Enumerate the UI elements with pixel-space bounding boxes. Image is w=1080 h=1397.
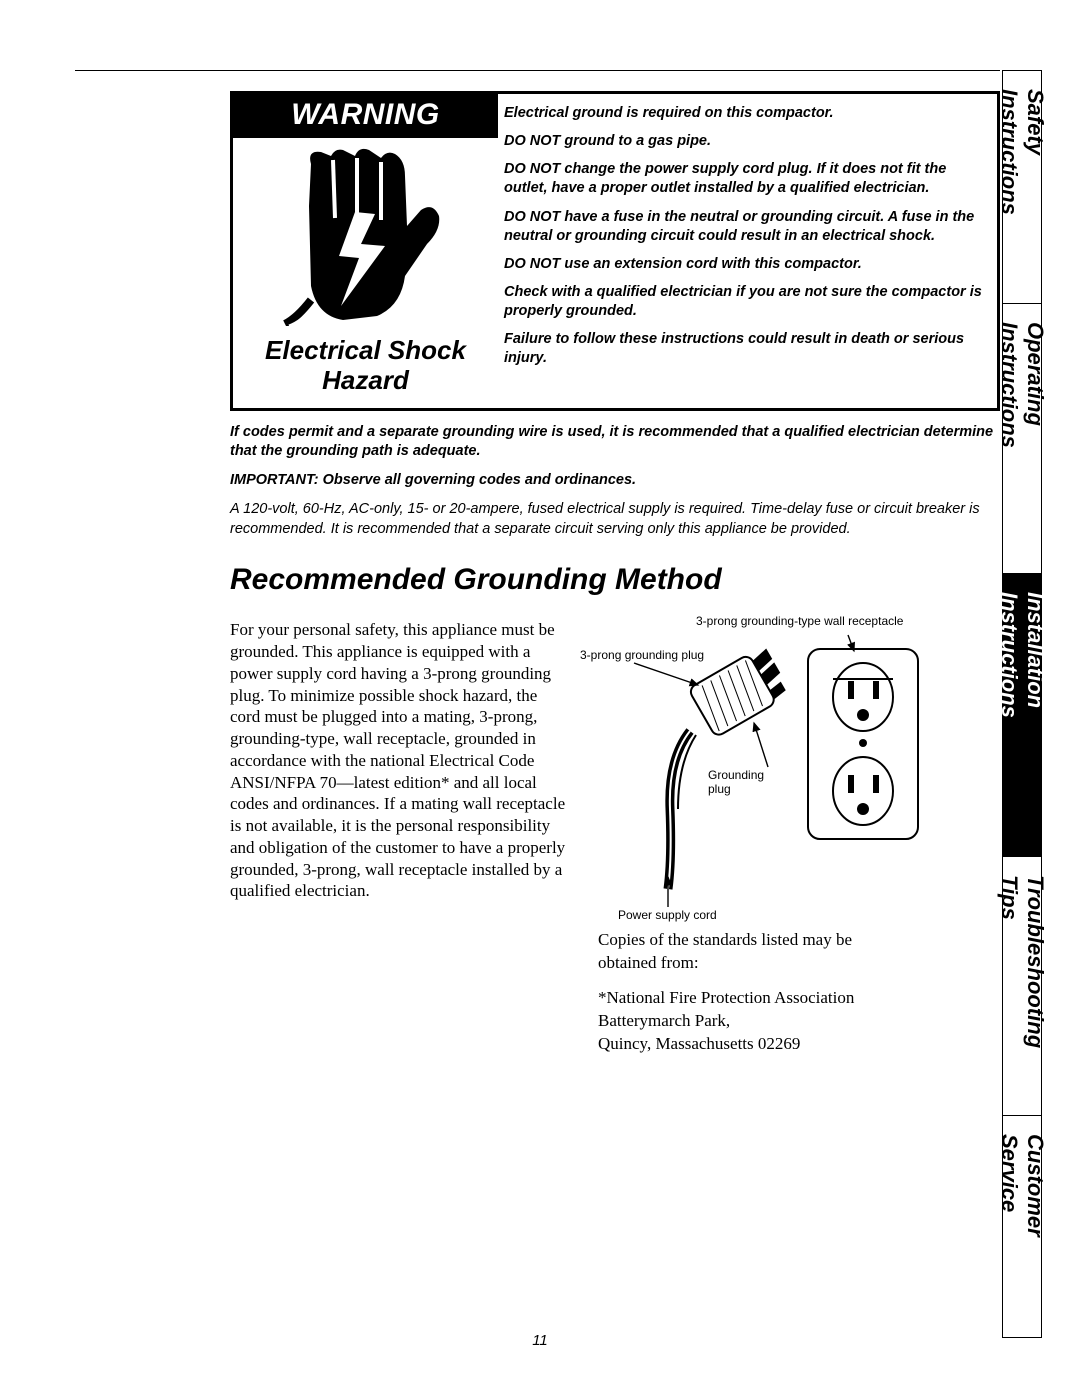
- copies-intro: Copies of the standards listed may be ob…: [598, 929, 868, 975]
- below-p1: If codes permit and a separate grounding…: [230, 423, 1000, 461]
- addr-l1: *National Fire Protection Association: [598, 988, 854, 1007]
- tab-customer-service[interactable]: Customer Service: [1002, 1115, 1042, 1338]
- fig-label-receptacle: 3-prong grounding-type wall receptacle: [696, 615, 903, 629]
- hazard-title: Electrical Shock Hazard: [245, 336, 486, 396]
- side-tabs: Safety Instructions Operating Instructio…: [1002, 70, 1042, 1337]
- below-p2: IMPORTANT: Observe all governing codes a…: [230, 471, 1000, 490]
- below-warning-notes: If codes permit and a separate grounding…: [230, 423, 1000, 490]
- page-root: WARNING Electrical Shock: [0, 0, 1080, 1397]
- warning-box: WARNING Electrical Shock: [230, 91, 1000, 411]
- fig-label-grounding-plug: Grounding plug: [708, 769, 764, 797]
- supply-note: A 120-volt, 60-Hz, AC-only, 15- or 20-am…: [230, 500, 1000, 539]
- page-number: 11: [0, 1332, 1080, 1349]
- warning-p1: Electrical ground is required on this co…: [504, 104, 983, 123]
- tab-safety[interactable]: Safety Instructions: [1002, 70, 1042, 304]
- warning-p4: DO NOT have a fuse in the neutral or gro…: [504, 208, 983, 246]
- grounding-section: For your personal safety, this appliance…: [230, 619, 1000, 1068]
- warning-p5: DO NOT use an extension cord with this c…: [504, 255, 983, 274]
- fig-label-plug: 3-prong grounding plug: [580, 649, 720, 663]
- warning-p6: Check with a qualified electrician if yo…: [504, 283, 983, 321]
- warning-banner: WARNING: [233, 94, 498, 138]
- tab-installation[interactable]: Installation Instructions: [1002, 573, 1042, 857]
- fig-gp-l1: Grounding: [708, 768, 764, 782]
- warning-p7: Failure to follow these instructions cou…: [504, 330, 983, 368]
- addr-l3: Quincy, Massachusetts 02269: [598, 1034, 800, 1053]
- addr-l2: Batterymarch Park,: [598, 1011, 730, 1030]
- grounding-body: For your personal safety, this appliance…: [230, 619, 570, 1068]
- top-rule: [75, 70, 1000, 71]
- shock-hand-icon: [281, 146, 451, 326]
- hazard-title-line2: Hazard: [322, 365, 409, 395]
- grounding-figure: 3-prong grounding-type wall receptacle 3…: [598, 619, 1000, 1068]
- fig-label-cord: Power supply cord: [618, 909, 717, 923]
- standards-copies: Copies of the standards listed may be ob…: [598, 929, 868, 1056]
- warning-p3: DO NOT change the power supply cord plug…: [504, 160, 983, 198]
- section-title: Recommended Grounding Method: [230, 563, 1000, 597]
- tab-troubleshooting[interactable]: Troubleshooting Tips: [1002, 856, 1042, 1116]
- warning-text-panel: Electrical ground is required on this co…: [498, 94, 997, 408]
- warning-p2: DO NOT ground to a gas pipe.: [504, 132, 983, 151]
- warning-left-panel: WARNING Electrical Shock: [233, 94, 498, 408]
- copies-address: *National Fire Protection Association Ba…: [598, 987, 868, 1056]
- tab-operating[interactable]: Operating Instructions: [1002, 303, 1042, 574]
- hazard-title-line1: Electrical Shock: [265, 335, 466, 365]
- fig-gp-l2: plug: [708, 782, 731, 796]
